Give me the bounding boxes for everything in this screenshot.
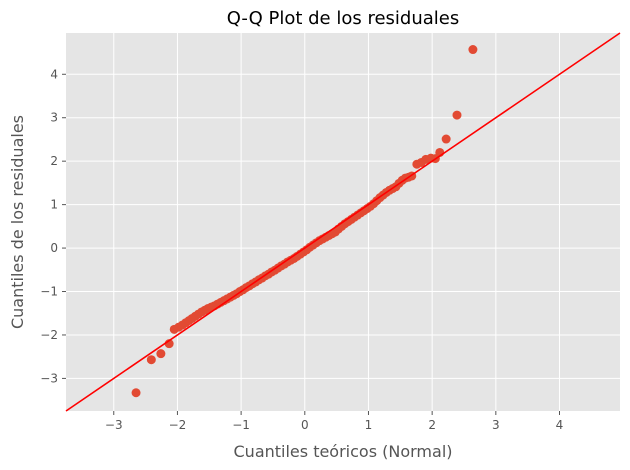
data-point (156, 349, 166, 359)
x-tick-label: 3 (492, 418, 500, 432)
x-axis-label: Cuantiles teóricos (Normal) (234, 442, 453, 461)
x-tick-label: 4 (556, 418, 564, 432)
y-tick-label: −3 (40, 371, 58, 385)
x-tick-label: 0 (301, 418, 309, 432)
data-point (131, 388, 141, 398)
y-tick-label: 3 (50, 111, 58, 125)
x-tick-label: −3 (105, 418, 123, 432)
y-tick-label: 4 (50, 67, 58, 81)
grid-lines (66, 33, 620, 411)
y-tick-label: 2 (50, 154, 58, 168)
y-tick-label: 0 (50, 241, 58, 255)
x-tick-label: 2 (428, 418, 436, 432)
y-tick-label: 1 (50, 198, 58, 212)
x-axis-ticks: −3 −2 −1 0 1 2 3 4 (105, 411, 563, 432)
y-tick-label: −2 (40, 328, 58, 342)
y-axis-ticks: −3 −2 −1 0 1 2 3 4 (40, 67, 66, 385)
chart-title: Q-Q Plot de los residuales (227, 8, 459, 29)
data-point (146, 355, 156, 365)
x-tick-label: −1 (232, 418, 250, 432)
data-point (468, 45, 478, 55)
y-tick-label: −1 (40, 285, 58, 299)
x-tick-label: 1 (365, 418, 373, 432)
data-point (441, 134, 451, 144)
data-point (452, 110, 462, 120)
y-axis-label: Cuantiles de los residuales (8, 115, 27, 329)
reference-line (65, 32, 621, 412)
x-tick-label: −2 (169, 418, 187, 432)
